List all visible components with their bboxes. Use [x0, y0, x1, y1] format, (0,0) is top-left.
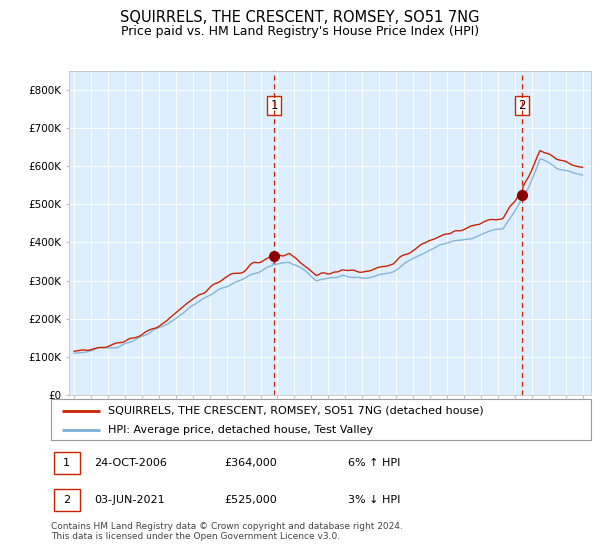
Text: 3% ↓ HPI: 3% ↓ HPI — [348, 495, 400, 505]
Text: SQUIRRELS, THE CRESCENT, ROMSEY, SO51 7NG (detached house): SQUIRRELS, THE CRESCENT, ROMSEY, SO51 7N… — [108, 405, 484, 416]
Text: £525,000: £525,000 — [224, 495, 277, 505]
Text: 03-JUN-2021: 03-JUN-2021 — [94, 495, 165, 505]
Text: 24-OCT-2006: 24-OCT-2006 — [94, 459, 167, 468]
Text: Price paid vs. HM Land Registry's House Price Index (HPI): Price paid vs. HM Land Registry's House … — [121, 25, 479, 38]
Text: Contains HM Land Registry data © Crown copyright and database right 2024.
This d: Contains HM Land Registry data © Crown c… — [51, 522, 403, 542]
Text: 1: 1 — [271, 99, 278, 112]
FancyBboxPatch shape — [51, 399, 591, 440]
Text: 2: 2 — [63, 495, 70, 505]
Text: 1: 1 — [63, 459, 70, 468]
Text: HPI: Average price, detached house, Test Valley: HPI: Average price, detached house, Test… — [108, 424, 373, 435]
Text: 2: 2 — [518, 99, 526, 112]
FancyBboxPatch shape — [54, 452, 80, 474]
FancyBboxPatch shape — [54, 489, 80, 511]
Text: £364,000: £364,000 — [224, 459, 277, 468]
Text: SQUIRRELS, THE CRESCENT, ROMSEY, SO51 7NG: SQUIRRELS, THE CRESCENT, ROMSEY, SO51 7N… — [120, 10, 480, 25]
Text: 6% ↑ HPI: 6% ↑ HPI — [348, 459, 400, 468]
